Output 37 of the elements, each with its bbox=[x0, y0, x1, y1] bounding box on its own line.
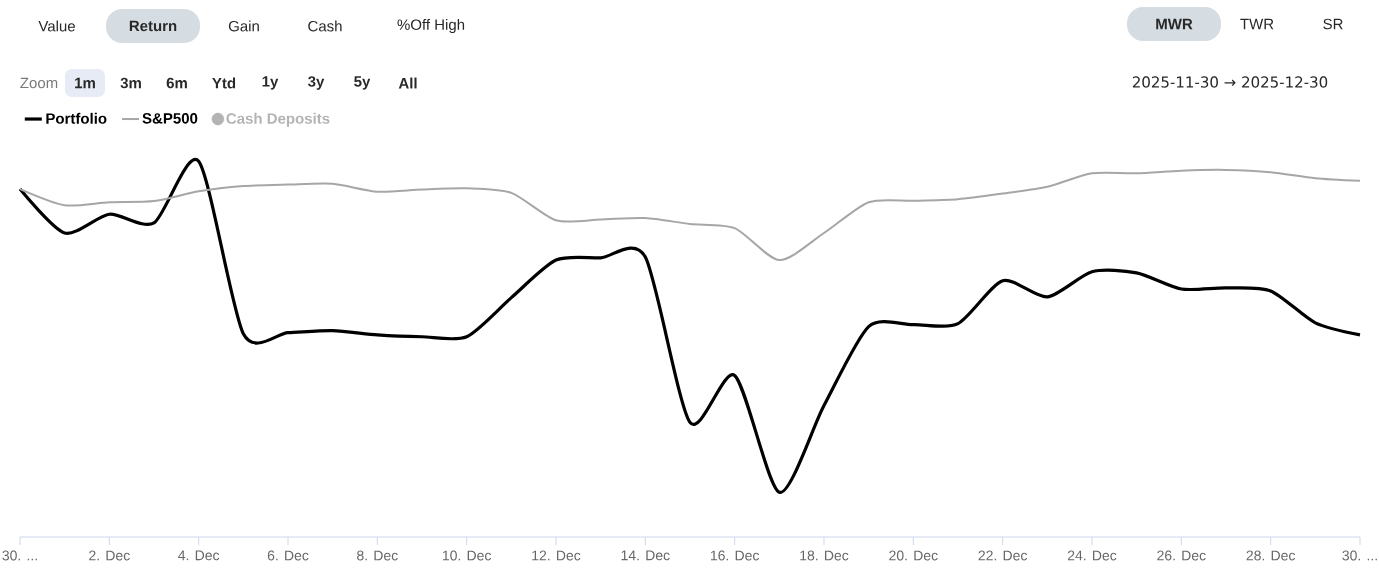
legend-label: Portfolio bbox=[46, 112, 107, 124]
text: TWR bbox=[1240, 18, 1274, 30]
x-tick-label: 24. Dec bbox=[1067, 550, 1117, 561]
text: SR bbox=[1323, 18, 1343, 30]
x-tick-label: 2. Dec bbox=[89, 550, 130, 561]
text: Ytd bbox=[212, 77, 236, 89]
text: Zoom bbox=[20, 77, 58, 89]
x-tick-label: 12. Dec bbox=[532, 550, 581, 561]
text: Gain bbox=[228, 20, 259, 32]
text: 3y bbox=[308, 76, 325, 90]
text: Value bbox=[38, 20, 75, 32]
text: MWR bbox=[1156, 18, 1193, 30]
text: Cash bbox=[308, 20, 342, 32]
text: 6m bbox=[166, 77, 187, 89]
text: 1m bbox=[75, 77, 95, 89]
x-tick-label: 22. Dec bbox=[978, 550, 1028, 561]
legend-label: S&P500 bbox=[142, 113, 198, 124]
x-tick-label: 18. Dec bbox=[800, 550, 849, 561]
text: All bbox=[398, 77, 417, 89]
text: %Off High bbox=[397, 19, 465, 33]
text: 1y bbox=[262, 76, 279, 90]
text: Return bbox=[129, 20, 177, 32]
x-tick-label: 4. Dec bbox=[178, 550, 220, 561]
x-tick-label: 10. Dec bbox=[442, 550, 492, 561]
x-tick-label: 28. Dec bbox=[1246, 550, 1296, 561]
x-tick-label: 14. Dec bbox=[621, 550, 670, 561]
x-tick-label: 16. Dec bbox=[710, 550, 760, 561]
x-tick-label: 8. Dec bbox=[357, 550, 398, 561]
x-tick-label: 6. Dec bbox=[267, 550, 309, 561]
x-tick-label: 26. Dec bbox=[1157, 550, 1206, 561]
x-tick-label: 20. Dec bbox=[889, 550, 938, 561]
x-tick-label: 30. ... bbox=[1342, 550, 1377, 561]
legend-label: Cash Deposits bbox=[226, 112, 330, 127]
text: 2025-11-30 → 2025-12-30 bbox=[1132, 76, 1328, 88]
text: 3m bbox=[120, 77, 141, 89]
x-tick-label: 30. ... bbox=[2, 550, 37, 561]
text: 5y bbox=[354, 76, 371, 90]
